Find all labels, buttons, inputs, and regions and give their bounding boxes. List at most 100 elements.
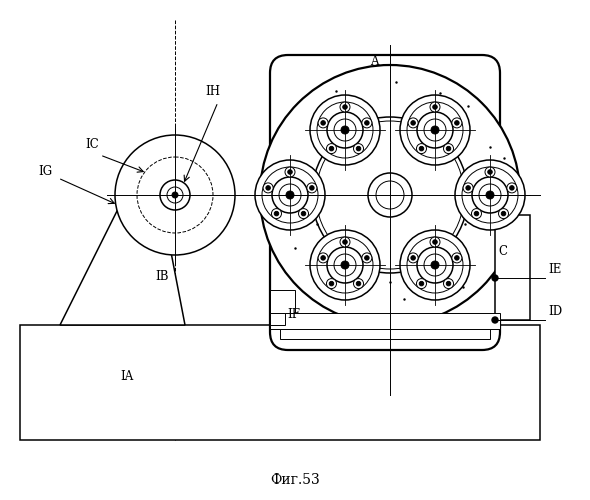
- Circle shape: [160, 180, 190, 210]
- Circle shape: [446, 146, 451, 151]
- Circle shape: [288, 170, 292, 174]
- Circle shape: [417, 144, 427, 154]
- Bar: [270, 313, 500, 329]
- Circle shape: [266, 186, 270, 190]
- Circle shape: [329, 282, 334, 286]
- Circle shape: [356, 282, 360, 286]
- Circle shape: [452, 118, 462, 128]
- Circle shape: [376, 181, 404, 209]
- Circle shape: [471, 208, 481, 218]
- Text: IB: IB: [155, 270, 169, 283]
- FancyBboxPatch shape: [270, 55, 500, 350]
- Circle shape: [474, 212, 478, 216]
- Circle shape: [274, 212, 278, 216]
- Bar: [280, 329, 490, 339]
- Circle shape: [340, 102, 350, 112]
- Circle shape: [463, 183, 473, 193]
- Circle shape: [479, 184, 501, 206]
- Circle shape: [310, 230, 380, 300]
- Circle shape: [417, 247, 453, 283]
- Circle shape: [263, 183, 273, 193]
- Circle shape: [353, 278, 363, 288]
- Circle shape: [326, 278, 336, 288]
- Circle shape: [321, 120, 325, 125]
- Text: IG: IG: [38, 165, 52, 178]
- Circle shape: [417, 278, 427, 288]
- Text: IH: IH: [205, 85, 220, 98]
- Circle shape: [488, 170, 492, 174]
- Circle shape: [507, 183, 517, 193]
- Circle shape: [310, 95, 380, 165]
- Circle shape: [444, 144, 454, 154]
- Circle shape: [419, 282, 424, 286]
- Bar: [495, 215, 530, 320]
- Text: IE: IE: [548, 263, 561, 276]
- Circle shape: [510, 186, 514, 190]
- Circle shape: [341, 126, 349, 134]
- Circle shape: [486, 191, 494, 199]
- Circle shape: [400, 230, 470, 300]
- Circle shape: [334, 119, 356, 141]
- Circle shape: [343, 240, 348, 244]
- Circle shape: [452, 253, 462, 263]
- Polygon shape: [60, 195, 185, 325]
- Circle shape: [321, 256, 325, 260]
- Circle shape: [362, 118, 372, 128]
- Circle shape: [432, 105, 437, 110]
- Circle shape: [455, 256, 459, 260]
- Text: A: A: [370, 55, 379, 68]
- Circle shape: [411, 256, 415, 260]
- Circle shape: [327, 112, 363, 148]
- Circle shape: [432, 240, 437, 244]
- Circle shape: [408, 118, 418, 128]
- Circle shape: [307, 183, 317, 193]
- Circle shape: [400, 95, 470, 165]
- Circle shape: [326, 144, 336, 154]
- Circle shape: [424, 119, 446, 141]
- Circle shape: [408, 253, 418, 263]
- Circle shape: [340, 237, 350, 247]
- Circle shape: [329, 146, 334, 151]
- Circle shape: [455, 120, 459, 125]
- Circle shape: [334, 254, 356, 276]
- Circle shape: [499, 208, 509, 218]
- Circle shape: [472, 177, 508, 213]
- Circle shape: [466, 186, 470, 190]
- Text: Фиг.53: Фиг.53: [270, 473, 320, 487]
- Circle shape: [115, 135, 235, 255]
- Circle shape: [455, 160, 525, 230]
- Circle shape: [502, 212, 506, 216]
- Circle shape: [353, 144, 363, 154]
- Circle shape: [368, 173, 412, 217]
- Circle shape: [343, 105, 348, 110]
- Circle shape: [312, 117, 468, 273]
- Bar: [20, 325, 540, 440]
- Text: IA: IA: [120, 370, 133, 383]
- Text: IC: IC: [85, 138, 99, 151]
- Circle shape: [260, 65, 520, 325]
- Circle shape: [299, 208, 309, 218]
- Circle shape: [327, 247, 363, 283]
- Circle shape: [492, 275, 498, 281]
- Circle shape: [172, 192, 178, 198]
- Circle shape: [362, 253, 372, 263]
- Bar: [270, 313, 285, 325]
- Circle shape: [365, 256, 369, 260]
- Circle shape: [285, 167, 295, 177]
- Circle shape: [167, 187, 183, 203]
- Text: IF: IF: [287, 308, 300, 321]
- Circle shape: [430, 102, 440, 112]
- Circle shape: [485, 167, 495, 177]
- Text: C: C: [498, 245, 507, 258]
- Circle shape: [424, 254, 446, 276]
- Circle shape: [318, 253, 328, 263]
- Circle shape: [492, 317, 498, 323]
- Circle shape: [272, 177, 308, 213]
- Circle shape: [430, 237, 440, 247]
- Circle shape: [318, 118, 328, 128]
- Circle shape: [419, 146, 424, 151]
- Circle shape: [365, 120, 369, 125]
- Circle shape: [279, 184, 301, 206]
- Circle shape: [446, 282, 451, 286]
- Circle shape: [431, 261, 439, 269]
